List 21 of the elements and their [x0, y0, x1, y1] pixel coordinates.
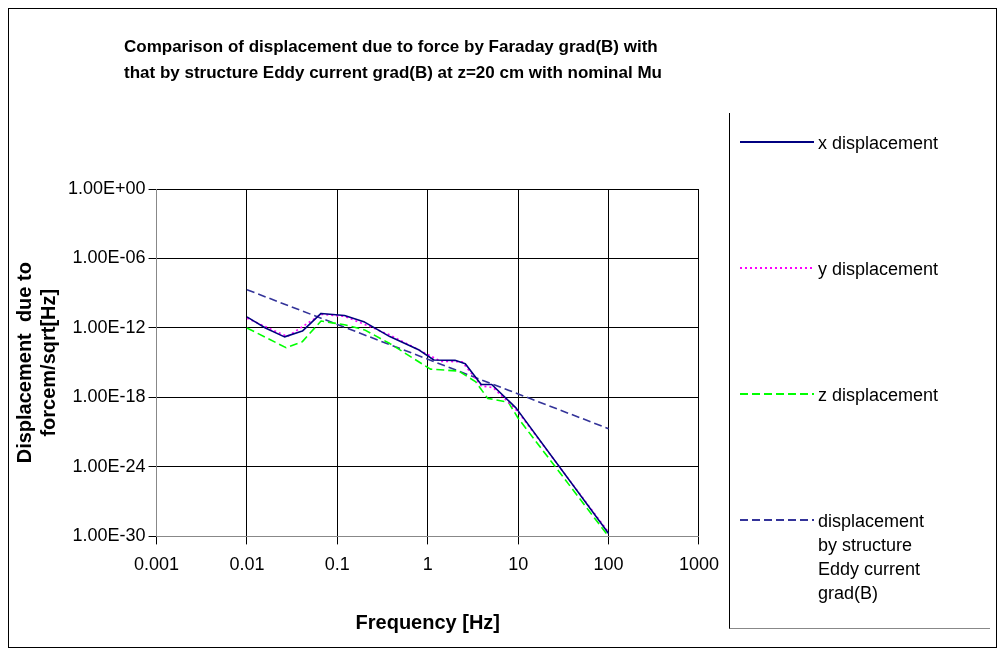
legend-label: z displacement [818, 384, 940, 407]
x-tick-label: 100 [593, 554, 624, 575]
y-axis-title: Displacement due to forcem/sqrt[Hz] [12, 262, 59, 464]
y-tick-label: 1.00E-30 [72, 525, 146, 546]
x-tick-label: 0.001 [134, 554, 180, 575]
y-tick-label: 1.00E-24 [72, 455, 146, 476]
x-tick-label: 0.01 [229, 554, 265, 575]
y-tick-label: 1.00E-12 [72, 316, 146, 337]
x-tick-label: 1000 [678, 554, 719, 575]
line-series [246, 288, 610, 430]
x-tick-label: 10 [508, 554, 529, 575]
x-tick-label: 1 [422, 554, 433, 575]
chart-title: Comparison of displacement due to force by Faraday grad(B) with that by structure Eddy current grad(B) at z=20 cm with nominal Mu [124, 36, 663, 84]
x-axis-title: Frequency [Hz] [355, 610, 501, 633]
legend-label: y displacement [818, 258, 940, 281]
y-tick-label: 1.00E-18 [72, 386, 146, 407]
y-tick-label: 1.00E+00 [67, 177, 146, 198]
legend-label: x displacement [818, 132, 940, 155]
x-tick-label: 0.1 [324, 554, 350, 575]
legend-label: displacement by structure Eddy current grad(B) [818, 510, 926, 605]
y-tick-label: 1.00E-06 [72, 247, 146, 268]
